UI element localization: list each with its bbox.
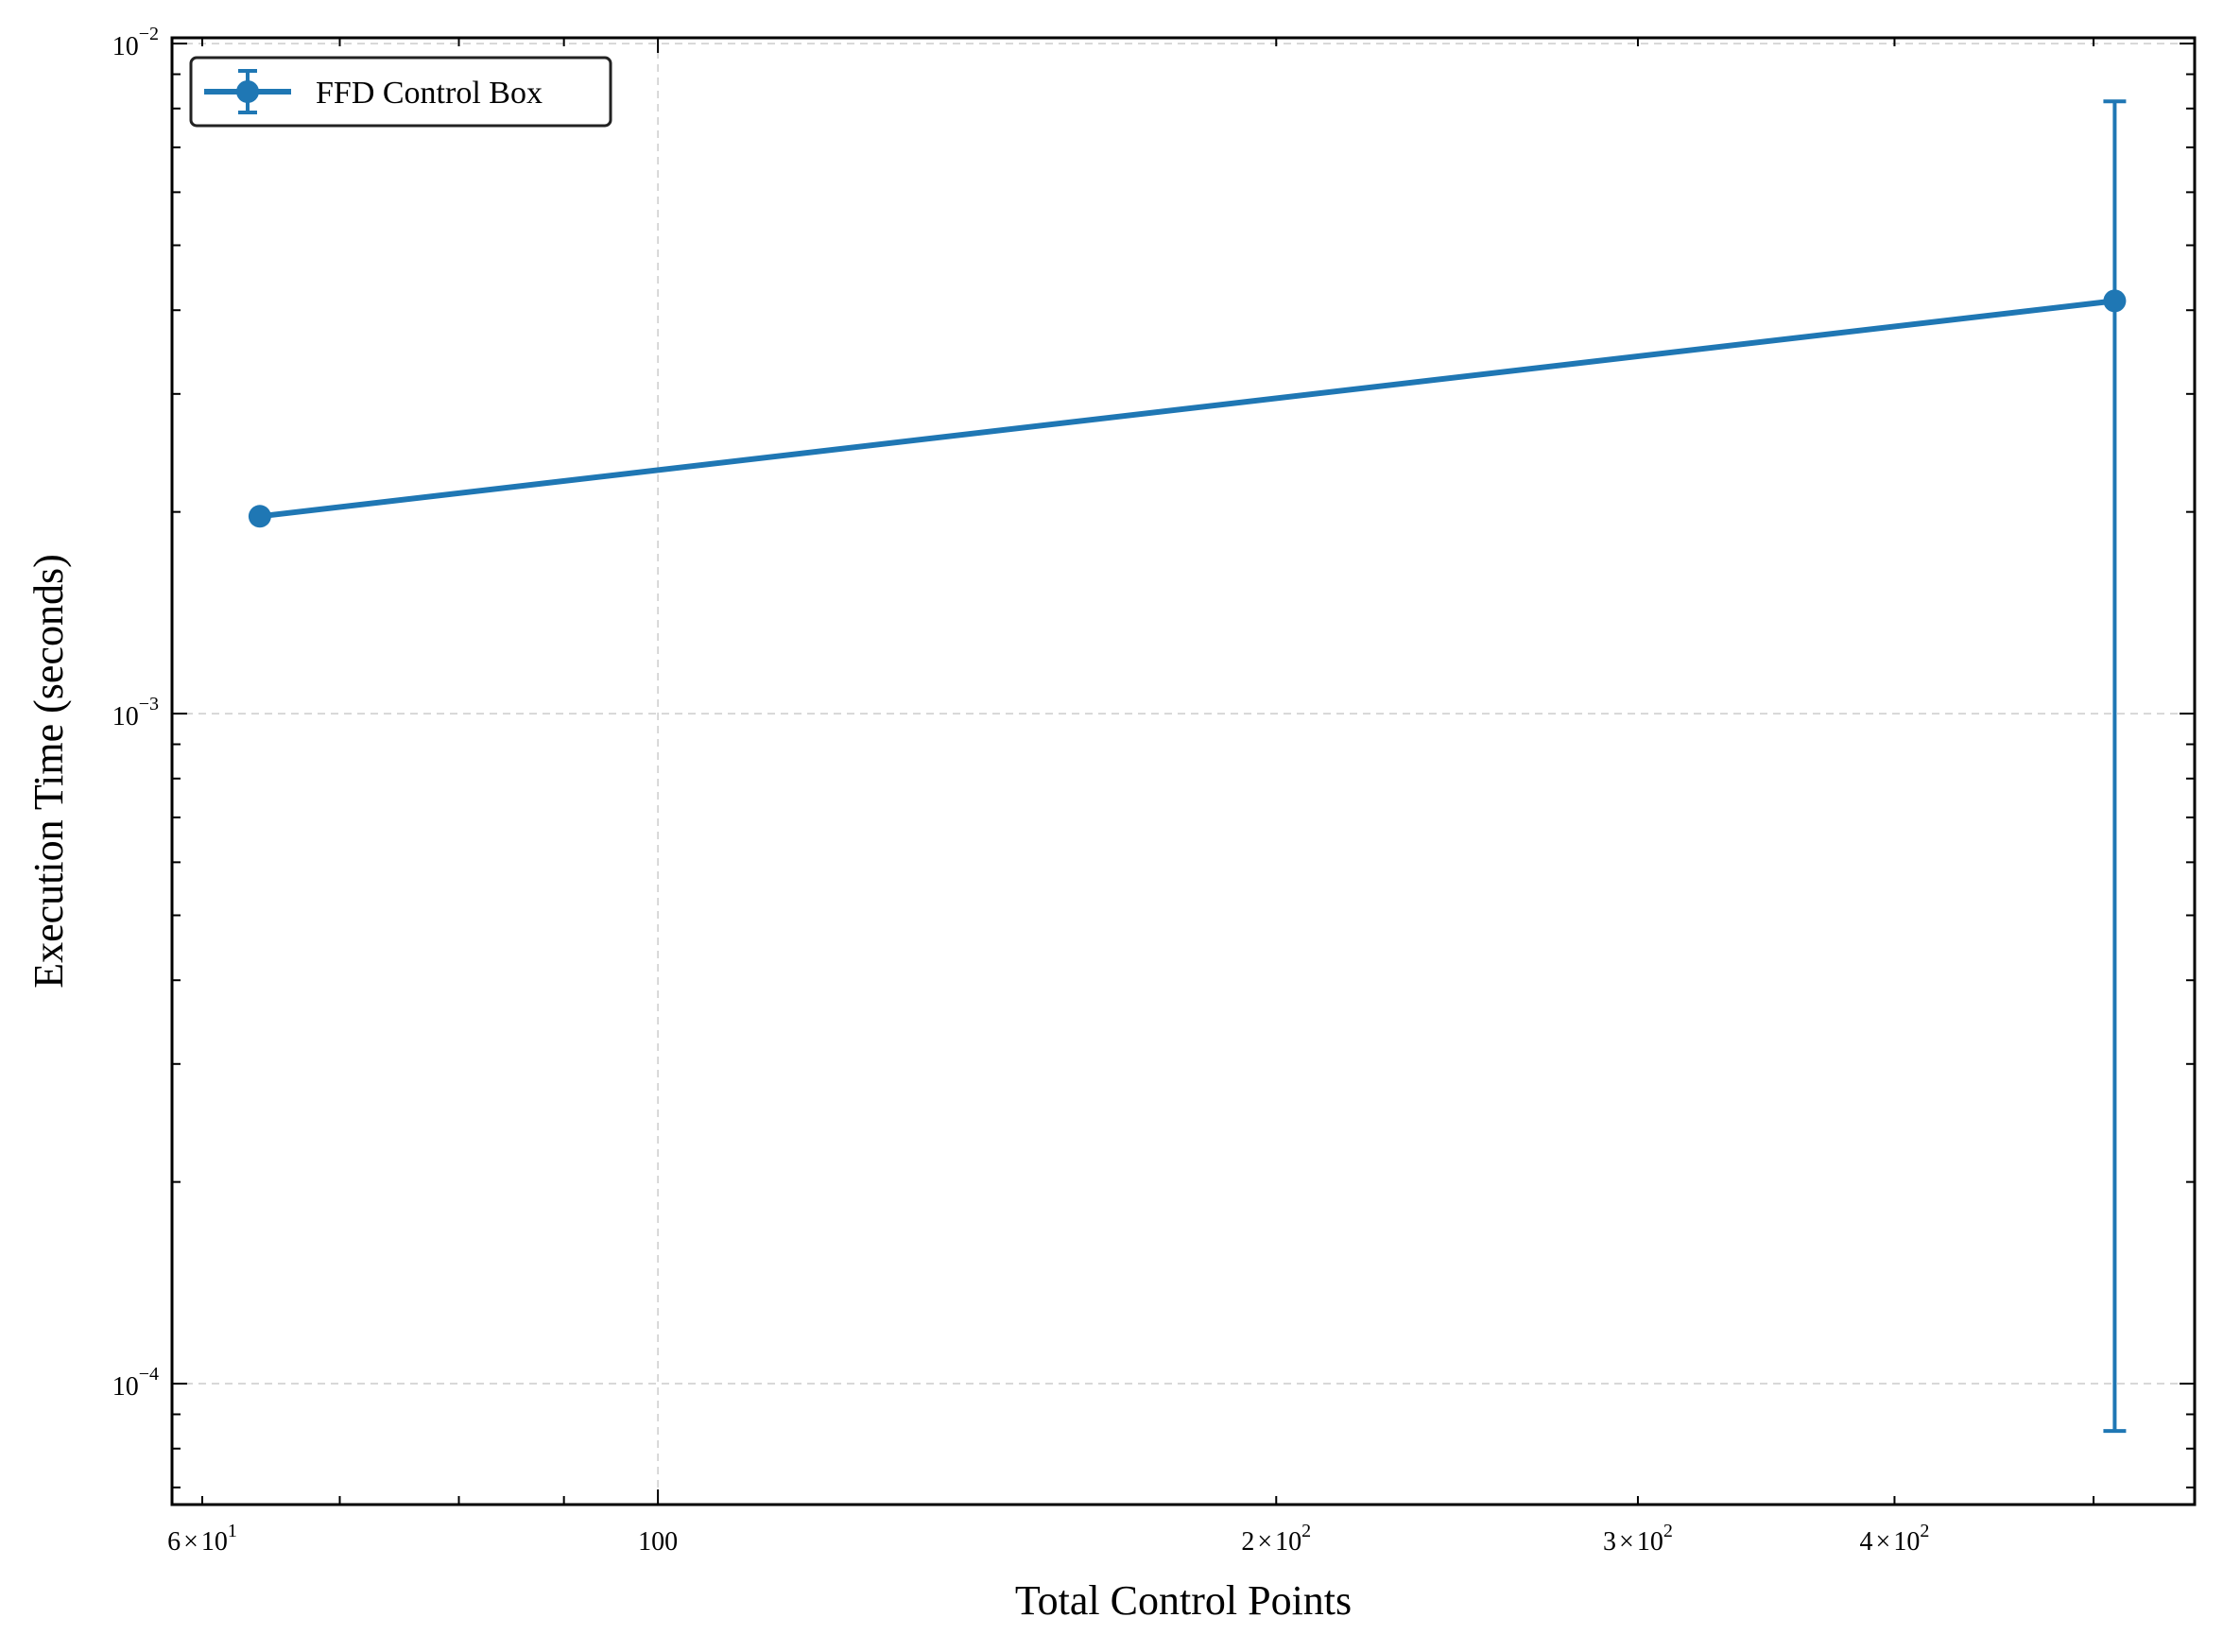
x-tick-base: 10 <box>1637 1527 1663 1557</box>
x-tick-times: × <box>1619 1527 1634 1557</box>
x-tick-label: 2 × 102 <box>1241 1521 1311 1557</box>
y-tick-exponent: −3 <box>139 694 159 714</box>
plot-frame <box>170 36 2197 1506</box>
major-ticks <box>172 38 2195 1505</box>
x-tick-mantissa: 6 <box>167 1527 181 1557</box>
x-tick-exponent: 2 <box>1920 1521 1929 1541</box>
y-tick-label: 10−4 <box>112 1364 159 1402</box>
series-line <box>259 298 2115 520</box>
x-tick-mantissa: 3 <box>1603 1527 1616 1557</box>
x-tick-base: 10 <box>1275 1527 1301 1557</box>
x-tick-label: 4 × 102 <box>1860 1521 1930 1557</box>
y-tick-label: 10−3 <box>112 694 159 731</box>
y-tick-label: 10−2 <box>112 24 159 61</box>
legend: FFD Control Box <box>189 56 612 128</box>
x-tick-label: 6 × 101 <box>167 1521 237 1557</box>
y-tick-base: 10 <box>112 1372 139 1402</box>
y-axis-label: Execution Time (seconds) <box>26 554 72 989</box>
x-axis-label: Total Control Points <box>1015 1577 1352 1624</box>
x-tick-mantissa: 4 <box>1860 1527 1873 1557</box>
x-tick-times: × <box>1257 1527 1272 1557</box>
data-point <box>248 505 271 528</box>
x-tick-exponent: 1 <box>228 1521 237 1541</box>
x-tick-exponent: 2 <box>1301 1521 1311 1541</box>
y-tick-base: 10 <box>112 32 139 61</box>
y-tick-base: 10 <box>112 702 139 731</box>
x-tick-base: 10 <box>1893 1527 1920 1557</box>
y-tick-exponent: −4 <box>139 1364 159 1385</box>
x-tick-times: × <box>183 1527 198 1557</box>
x-tick-label: 3 × 102 <box>1603 1521 1673 1557</box>
legend-marker-sample <box>236 80 259 103</box>
x-tick-mantissa: 2 <box>1241 1527 1254 1557</box>
x-tick-base: 10 <box>201 1527 228 1557</box>
x-tick-exponent: 2 <box>1663 1521 1673 1541</box>
grid <box>172 38 2195 1505</box>
y-tick-exponent: −2 <box>139 24 159 44</box>
x-tick-label: 100 <box>638 1527 678 1557</box>
y-tick-labels: 10−410−310−2 <box>112 24 159 1402</box>
x-tick-labels: 6 × 101 100 2 × 102 3 × 102 4 × 102 <box>167 1521 1929 1557</box>
series-layer <box>248 99 2127 1434</box>
x-tick-times: × <box>1876 1527 1891 1557</box>
data-point <box>2103 289 2127 313</box>
legend-label: FFD Control Box <box>316 76 543 111</box>
legend-box <box>189 56 612 128</box>
